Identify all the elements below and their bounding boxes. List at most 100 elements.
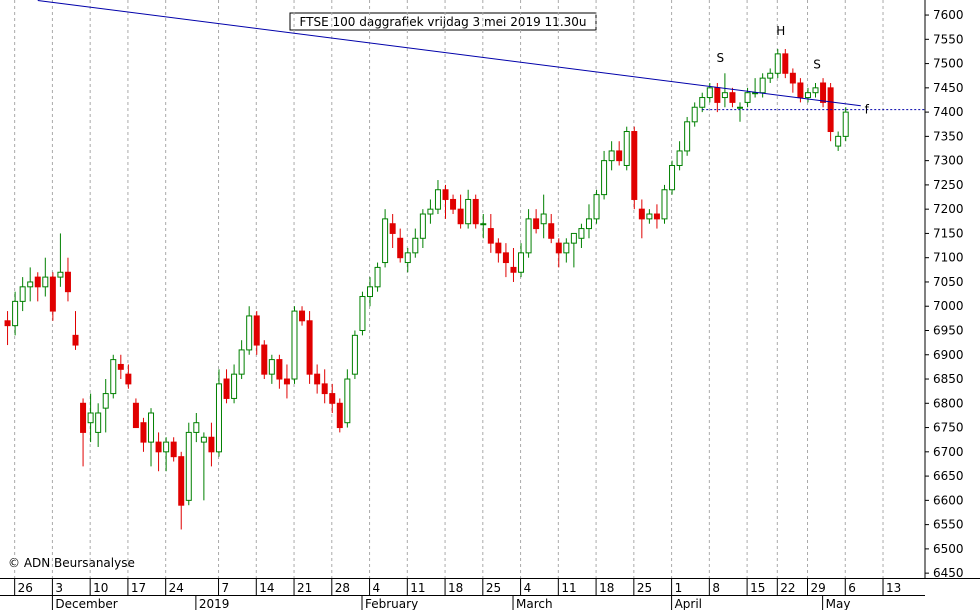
candle-body bbox=[820, 82, 827, 103]
candle-body bbox=[125, 373, 132, 385]
candle-body bbox=[457, 208, 464, 225]
candle-body bbox=[351, 334, 358, 375]
y-tick-label: 6450 bbox=[933, 566, 964, 580]
trendline bbox=[37, 0, 861, 107]
candle-body bbox=[170, 441, 177, 458]
candle-body bbox=[306, 320, 313, 375]
candle-body bbox=[812, 87, 819, 94]
candle-body bbox=[774, 53, 781, 74]
candle-body bbox=[434, 189, 441, 210]
candle-body bbox=[835, 135, 842, 147]
pattern-label: S bbox=[813, 57, 821, 71]
candle-body bbox=[27, 281, 34, 288]
x-tick-label: 24 bbox=[169, 581, 184, 595]
month-label: May bbox=[826, 597, 851, 610]
candle-body bbox=[208, 436, 215, 453]
candle-body bbox=[72, 334, 79, 346]
x-tick-label: 1 bbox=[675, 581, 683, 595]
y-tick-label: 7250 bbox=[933, 178, 964, 192]
candle-body bbox=[684, 121, 691, 152]
candle-body bbox=[49, 276, 56, 312]
candle-body bbox=[570, 232, 577, 244]
candle-body bbox=[804, 92, 811, 99]
candle-body bbox=[382, 218, 389, 264]
chart-title: FTSE 100 daggrafiek vrijdag 3 mei 2019 1… bbox=[299, 15, 586, 29]
candle-body bbox=[593, 194, 600, 220]
candle-body bbox=[578, 228, 585, 239]
x-tick-label: 14 bbox=[259, 581, 274, 595]
candle-body bbox=[729, 92, 736, 103]
y-tick-label: 6700 bbox=[933, 445, 964, 459]
candle-body bbox=[789, 72, 796, 84]
x-tick-label: 21 bbox=[297, 581, 312, 595]
candle-body bbox=[601, 160, 608, 196]
title-box bbox=[289, 12, 597, 31]
y-tick-label: 6600 bbox=[933, 493, 964, 507]
x-tick-label: 6 bbox=[848, 581, 856, 595]
candle-body bbox=[797, 82, 804, 99]
pattern-label: S bbox=[717, 51, 725, 65]
candle-body bbox=[737, 106, 743, 109]
x-tick-label: 11 bbox=[561, 581, 576, 595]
candle-body bbox=[465, 198, 472, 225]
candle-body bbox=[533, 218, 540, 230]
candle-body bbox=[223, 378, 230, 399]
candle-body bbox=[623, 131, 630, 166]
candle-body bbox=[283, 378, 290, 385]
y-tick-label: 7150 bbox=[933, 226, 964, 240]
y-tick-label: 7200 bbox=[933, 202, 964, 216]
x-tick-label: 26 bbox=[18, 581, 33, 595]
y-tick-label: 6900 bbox=[933, 348, 964, 362]
y-tick-label: 6550 bbox=[933, 518, 964, 532]
candle-body bbox=[782, 53, 789, 74]
candle-body bbox=[842, 111, 849, 137]
y-tick-label: 7500 bbox=[933, 57, 964, 71]
candle-body bbox=[117, 363, 124, 370]
candle-body bbox=[397, 237, 404, 259]
candle-body bbox=[178, 456, 185, 506]
candle-body bbox=[525, 218, 532, 254]
x-tick-label: 10 bbox=[93, 581, 108, 595]
month-label: 2019 bbox=[199, 597, 230, 610]
x-tick-label: 17 bbox=[131, 581, 146, 595]
candle-body bbox=[374, 266, 381, 288]
candle-body bbox=[359, 296, 366, 331]
x-tick-label: 4 bbox=[373, 581, 381, 595]
candle-body bbox=[608, 150, 615, 162]
candle-body bbox=[19, 286, 26, 302]
candle-body bbox=[419, 213, 426, 239]
candle-body bbox=[140, 422, 147, 443]
candle-body bbox=[148, 412, 155, 443]
level-label: f bbox=[865, 103, 870, 117]
y-tick-label: 6950 bbox=[933, 323, 964, 337]
candle-body bbox=[163, 441, 170, 453]
candle-body bbox=[87, 412, 94, 424]
candle-body bbox=[691, 106, 698, 123]
candle-body bbox=[276, 359, 283, 380]
candle-body bbox=[412, 237, 419, 254]
candle-body bbox=[314, 373, 321, 385]
x-tick-label: 18 bbox=[599, 581, 614, 595]
month-label: April bbox=[675, 597, 702, 610]
candle-body bbox=[57, 271, 64, 278]
month-label: December bbox=[55, 597, 117, 610]
candle-body bbox=[268, 359, 275, 375]
candle-body bbox=[510, 266, 517, 273]
candle-body bbox=[132, 402, 139, 429]
candle-body bbox=[744, 92, 751, 103]
y-tick-label: 7050 bbox=[933, 275, 964, 289]
candle-body bbox=[95, 412, 102, 433]
y-tick-label: 7000 bbox=[933, 299, 964, 313]
candle-body bbox=[253, 315, 260, 346]
candle-body bbox=[638, 208, 645, 220]
candle-body bbox=[661, 189, 668, 220]
x-tick-label: 29 bbox=[811, 581, 826, 595]
candle-body bbox=[472, 198, 479, 225]
candle-body bbox=[548, 223, 555, 239]
x-tick-label: 13 bbox=[886, 581, 901, 595]
y-tick-label: 6750 bbox=[933, 421, 964, 435]
candle-body bbox=[714, 87, 721, 103]
x-tick-label: 18 bbox=[448, 581, 463, 595]
candle-body bbox=[706, 87, 713, 99]
